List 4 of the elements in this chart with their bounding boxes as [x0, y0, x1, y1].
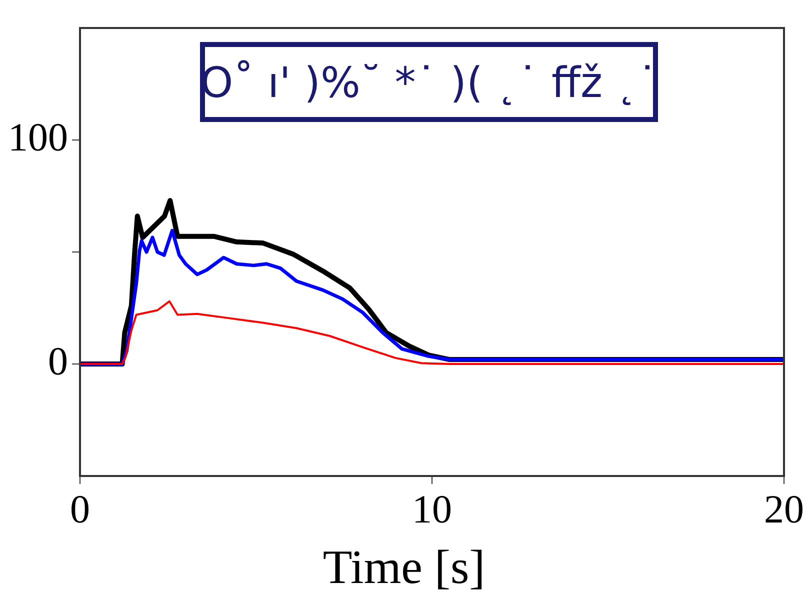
y-tick-label: 100 [8, 114, 68, 160]
x-tick-label: 20 [764, 486, 804, 532]
x-axis-title: Time [s] [322, 540, 486, 595]
x-tick-label: 10 [412, 486, 452, 532]
